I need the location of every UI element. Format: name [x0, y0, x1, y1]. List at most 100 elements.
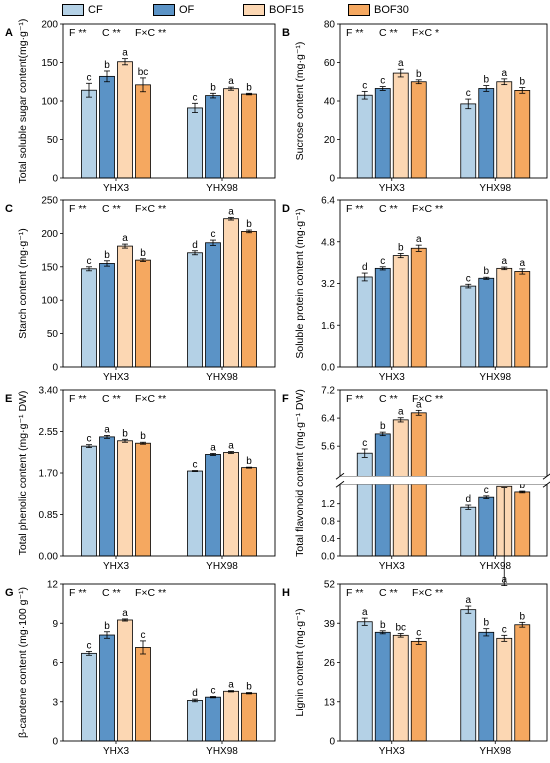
- panel-f: Fc b a a YHX3 d c a b YHX98 0.0 0.4 0.8 1.2 5.6 6.4 7.2 F…: [282, 386, 550, 586]
- sig-letter-d: d: [362, 262, 368, 273]
- x-tick-label-d: YHX98: [479, 372, 511, 383]
- sig-letter-g: b: [104, 621, 110, 632]
- y-tick-label-a: 50: [47, 135, 59, 146]
- stats-f-e: F **: [69, 393, 87, 405]
- y-tick-label-c: 100: [41, 296, 58, 307]
- stats-c-f: C **: [379, 393, 398, 405]
- y-tick-label-e: 1.70: [39, 469, 59, 480]
- bar-f-yhx98-cf: [460, 506, 477, 557]
- sig-letter-f: a: [501, 575, 507, 586]
- legend-swatch-cf: [62, 4, 84, 16]
- y-tick-label-g: 12: [47, 580, 59, 591]
- y-tick-label-e: 0.00: [39, 552, 59, 563]
- sig-letter-e: c: [193, 460, 198, 471]
- x-tick-label-b: YHX98: [479, 183, 511, 194]
- y-tick-label-b: 20: [324, 135, 336, 146]
- axis-break-mark-f: [335, 472, 345, 480]
- bar-b-yhx98-bof15: [496, 81, 513, 179]
- stats-c-c: C **: [102, 203, 121, 215]
- x-tick-label-g: YHX3: [103, 746, 130, 757]
- y-tick-label-f: 0.4: [321, 534, 335, 545]
- bar-h-yhx98-bof30: [514, 624, 531, 742]
- sig-letter-h: b: [483, 618, 489, 629]
- y-tick-label-b: 80: [324, 20, 336, 31]
- bar-c-yhx98-bof30: [241, 230, 257, 368]
- y-tick-label-e: 0.85: [39, 510, 59, 521]
- y-tick-label-g: 3: [52, 697, 58, 708]
- y-tick-label-h: 13: [324, 697, 336, 708]
- sig-letter-a: a: [122, 48, 128, 59]
- stats-fxc-b: F×C *: [412, 27, 439, 39]
- x-tick-label-e: YHX3: [103, 561, 130, 572]
- bar-e-yhx3-of: [99, 436, 115, 557]
- sig-letter-b: c: [362, 80, 367, 91]
- sig-letter-g: a: [228, 680, 234, 691]
- bar-d-yhx3-bof30: [410, 247, 427, 368]
- bar-h-yhx3-of: [374, 631, 391, 742]
- bar-d-yhx98-bof30: [514, 271, 531, 368]
- y-tick-label-a: 100: [41, 97, 58, 108]
- y-axis-label-e: Total phenolic content (mg·g⁻¹ DW): [17, 391, 29, 556]
- panel-letter-g: G: [5, 587, 14, 599]
- x-tick-label-a: YHX98: [206, 183, 238, 194]
- y-tick-label-c: 50: [47, 329, 59, 340]
- y-tick-label-b: 40: [324, 97, 336, 108]
- sig-letter-c: a: [122, 233, 128, 244]
- sig-letter-b: b: [416, 69, 422, 80]
- panel-c: Cc b a b YHX3 d c a b YHX98 0 50 100 150 200 250 F ** C *…: [5, 196, 276, 383]
- y-tick-label-g: 9: [52, 619, 58, 630]
- stats-f-d: F **: [346, 203, 364, 215]
- sig-letter-a: a: [228, 76, 234, 87]
- bar-b-yhx98-cf: [460, 103, 477, 179]
- stats-fxc-a: F×C **: [135, 27, 166, 39]
- stats-c-d: C **: [379, 203, 398, 215]
- sig-letter-g: d: [192, 688, 198, 699]
- sig-letter-b: a: [398, 58, 404, 69]
- legend-label-bof30: BOF30: [374, 4, 409, 16]
- panel-e: Ec a b b YHX3 c a a b YHX98 0.00 0.85 1.70 2.55 3.40 F …: [5, 386, 276, 572]
- sig-letter-d: a: [519, 258, 525, 269]
- sig-letter-a: c: [193, 92, 198, 103]
- bar-g-yhx98-of: [205, 696, 221, 742]
- y-tick-label-a: 0: [52, 174, 58, 185]
- y-tick-label-g: 6: [52, 658, 58, 669]
- bar-e-yhx3-bof30: [135, 442, 151, 557]
- legend-label-of: OF: [179, 4, 195, 16]
- sig-letter-d: a: [501, 256, 507, 267]
- bar-c-yhx3-bof15: [117, 245, 133, 368]
- bar-a-yhx98-bof15: [223, 88, 239, 179]
- sig-letter-f: c: [362, 438, 367, 449]
- y-tick-label-c: 200: [41, 229, 58, 240]
- bar-e-yhx3-cf: [81, 445, 97, 557]
- y-axis-label-h: Lignin content (mg·g⁻¹): [294, 608, 306, 716]
- y-tick-label-c: 250: [41, 196, 58, 207]
- stats-c-g: C **: [102, 587, 121, 599]
- sig-letter-b: c: [466, 88, 471, 99]
- y-axis-label-f: Total flavonoid content (mg·g⁻¹ DW): [294, 389, 306, 557]
- sig-letter-d: c: [466, 273, 471, 284]
- x-tick-label-c: YHX98: [206, 372, 238, 383]
- plot-frame-c: [62, 199, 276, 368]
- sig-letter-e: b: [246, 456, 252, 467]
- bar-g-yhx3-cf: [81, 652, 97, 742]
- legend-label-cf: CF: [88, 4, 103, 16]
- sig-letter-f: a: [398, 407, 404, 418]
- panel-letter-c: C: [5, 203, 13, 215]
- sig-letter-c: c: [211, 229, 216, 240]
- bar-a-yhx98-cf: [187, 107, 203, 179]
- legend-swatch-bof30: [348, 4, 370, 16]
- y-tick-label-c: 150: [41, 262, 58, 273]
- bar-b-yhx3-bof30: [410, 81, 427, 179]
- y-axis-label-g: β-carotene content (mg·100 g⁻¹): [17, 587, 29, 738]
- sig-letter-d: a: [416, 234, 422, 245]
- y-tick-label-c: 0: [52, 363, 58, 374]
- x-tick-label-b: YHX3: [379, 183, 406, 194]
- panel-letter-e: E: [5, 393, 12, 405]
- bar-g-yhx3-bof30: [135, 647, 151, 742]
- legend-label-bof15: BOF15: [269, 4, 304, 16]
- sig-letter-f: a: [416, 399, 422, 410]
- bar-c-yhx98-bof15: [223, 218, 239, 368]
- y-tick-label-f: 0.0: [321, 552, 335, 563]
- panel-letter-a: A: [5, 27, 13, 39]
